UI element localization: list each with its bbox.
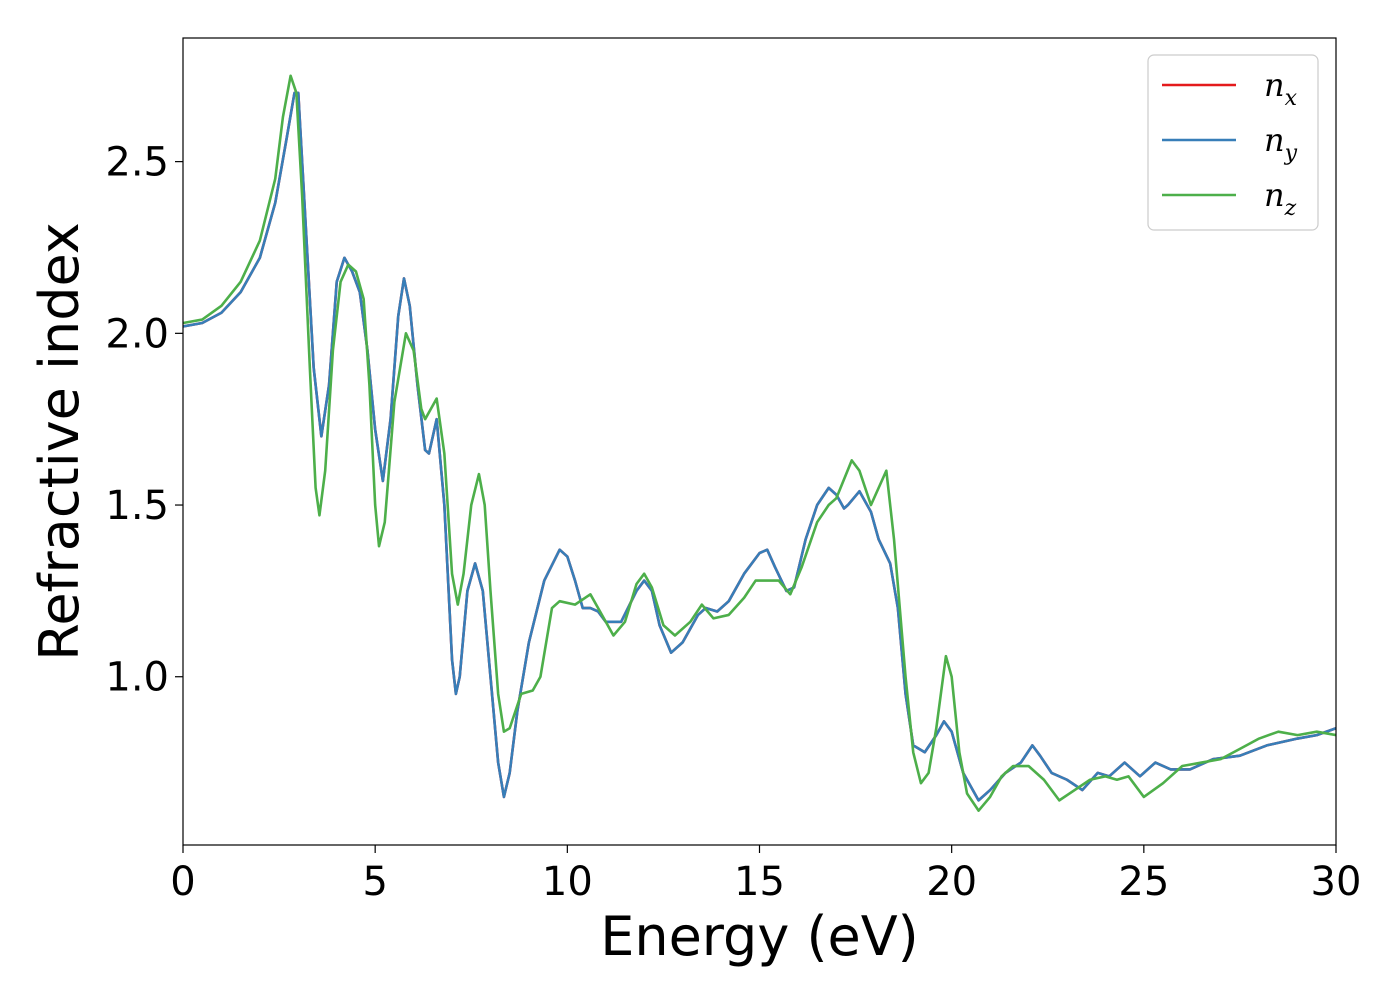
x-tick-label: 20: [926, 859, 977, 905]
y-tick-label: 1.0: [105, 655, 169, 701]
x-tick-label: 25: [1118, 859, 1169, 905]
x-tick-label: 15: [734, 859, 785, 905]
y-tick-label: 2.0: [105, 311, 169, 357]
axes: 0 5 10 15 20 25 30 1.0 1.5 2.0 2.5: [105, 37, 1362, 905]
y-tick-label: 2.5: [105, 140, 169, 186]
y-tick-label: 1.5: [105, 483, 169, 529]
x-tick-label: 10: [542, 859, 593, 905]
legend-label-z: nz: [1264, 176, 1297, 221]
legend: nx ny nz: [1147, 54, 1319, 231]
x-tick-label: 30: [1311, 859, 1362, 905]
series-line-z: [183, 74, 1336, 812]
legend-label-x: nx: [1264, 66, 1298, 111]
x-tick-label: 0: [170, 859, 195, 905]
plot-area: [183, 74, 1336, 812]
legend-box: [1147, 54, 1319, 231]
y-axis-label: Refractive index: [28, 222, 91, 661]
x-tick-label: 5: [362, 859, 387, 905]
x-axis-label: Energy (eV): [600, 905, 919, 968]
legend-label-y: ny: [1264, 121, 1298, 166]
